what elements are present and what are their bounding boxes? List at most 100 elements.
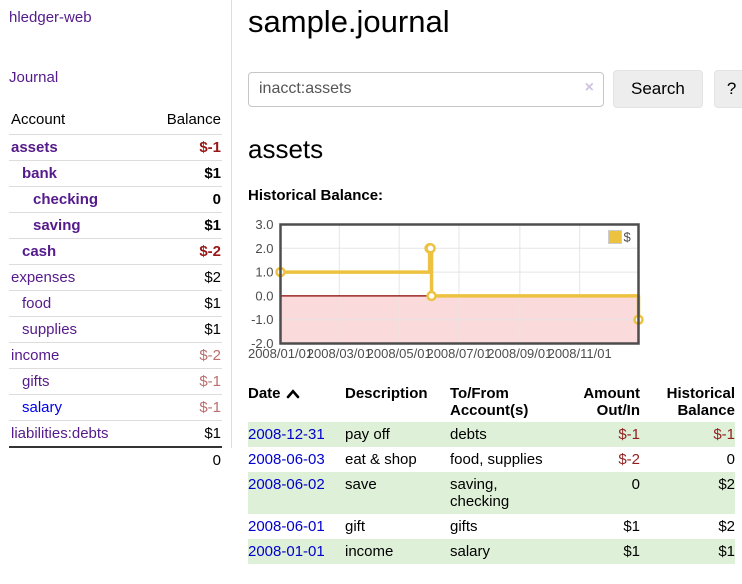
accounts-header-balance: Balance bbox=[166, 111, 221, 128]
account-row: salary $-1 bbox=[9, 394, 222, 421]
txn-date-cell: 2008-06-02 bbox=[248, 472, 345, 514]
col-date[interactable]: Date bbox=[248, 383, 345, 422]
col-date-label: Date bbox=[248, 385, 281, 402]
clear-search-icon[interactable]: × bbox=[584, 78, 594, 96]
account-row: supplies $1 bbox=[9, 316, 222, 343]
txn-date-link[interactable]: 2008-06-03 bbox=[248, 451, 325, 468]
account-cell: expenses bbox=[9, 264, 145, 291]
y-axis-tick-label: -1.0 bbox=[251, 312, 273, 327]
txn-description: eat & shop bbox=[345, 451, 417, 468]
account-cell: salary bbox=[9, 394, 145, 421]
account-link[interactable]: checking bbox=[33, 191, 99, 208]
col-amount: Amount Out/In bbox=[583, 385, 640, 419]
txn-date-link[interactable]: 2008-06-02 bbox=[248, 476, 325, 493]
transaction-row: 2008-06-03 eat & shop food, supplies $-2 0 bbox=[248, 447, 735, 472]
search-button[interactable]: Search bbox=[613, 70, 703, 108]
y-axis-tick-label: 1.0 bbox=[255, 265, 273, 280]
account-row: gifts $-1 bbox=[9, 368, 222, 395]
account-link[interactable]: assets bbox=[11, 139, 58, 156]
chart-svg: $3.0 2.0 1.0 0.0 -1.0 -2.02008/01/012008/03/0… bbox=[248, 217, 644, 361]
account-link[interactable]: gifts bbox=[22, 373, 50, 390]
account-link[interactable]: expenses bbox=[11, 269, 76, 286]
txn-amount: $1 bbox=[623, 518, 640, 535]
account-row: liabilities:debts $1 bbox=[9, 420, 222, 447]
account-link[interactable]: income bbox=[11, 347, 60, 364]
account-row: cash $-2 bbox=[9, 238, 222, 265]
txn-balance: $1 bbox=[718, 543, 735, 560]
account-balance: $1 bbox=[144, 212, 222, 239]
account-cell: income bbox=[9, 342, 145, 369]
txn-balance: 0 bbox=[726, 451, 735, 468]
account-balance: $-2 bbox=[144, 238, 222, 265]
accounts-header-row: Account Balance bbox=[9, 109, 222, 135]
app-title-link[interactable]: hledger-web bbox=[9, 9, 92, 26]
account-link[interactable]: liabilities:debts bbox=[11, 425, 109, 442]
accounts-total-value: 0 bbox=[144, 446, 222, 473]
account-link[interactable]: salary bbox=[22, 399, 63, 416]
txn-description: save bbox=[345, 476, 377, 493]
account-cell: checking bbox=[9, 186, 145, 213]
x-axis-tick-label: 2008/11/01 bbox=[548, 346, 612, 361]
historical-balance-chart[interactable]: $3.0 2.0 1.0 0.0 -1.0 -2.0 2008/01/01 2008/03/0… bbox=[248, 214, 742, 364]
txn-balance: $2 bbox=[718, 518, 735, 535]
nav-journal-link[interactable]: Journal bbox=[9, 69, 59, 86]
txn-accounts: gifts bbox=[450, 518, 478, 535]
account-cell: supplies bbox=[9, 316, 145, 343]
sort-ascending-icon bbox=[286, 389, 299, 399]
txn-amount: 0 bbox=[631, 476, 640, 493]
txn-description: pay off bbox=[345, 426, 390, 443]
page-title: sample.journal bbox=[248, 4, 450, 39]
account-link[interactable]: supplies bbox=[22, 321, 78, 338]
data-point-marker bbox=[426, 290, 437, 302]
txn-accounts: debts bbox=[450, 426, 487, 443]
search-input[interactable] bbox=[248, 71, 604, 107]
account-cell: cash bbox=[9, 238, 145, 265]
txn-amount: $1 bbox=[623, 543, 640, 560]
account-row: expenses $2 bbox=[9, 264, 222, 291]
account-balance: $-1 bbox=[144, 394, 222, 421]
search-box: × bbox=[248, 71, 604, 107]
col-accounts: To/From Account(s) bbox=[450, 385, 529, 419]
account-balance: $-1 bbox=[144, 368, 222, 395]
accounts-total-spacer bbox=[9, 446, 145, 473]
account-link[interactable]: food bbox=[22, 295, 52, 312]
col-balance: Historical Balance bbox=[666, 385, 735, 419]
account-balance: 0 bbox=[144, 186, 222, 213]
account-balance: $2 bbox=[144, 264, 222, 291]
account-link[interactable]: saving bbox=[33, 217, 81, 234]
account-balance: $1 bbox=[144, 420, 222, 447]
account-row: bank $1 bbox=[9, 160, 222, 187]
txn-description: income bbox=[345, 543, 394, 560]
transaction-row: 2008-01-01 income salary $1 $1 bbox=[248, 539, 735, 564]
account-balance: $1 bbox=[144, 160, 222, 187]
x-axis-tick-label: 2008/09/01 bbox=[487, 346, 552, 361]
search-form: × Search ? bbox=[248, 70, 742, 108]
transaction-row: 2008-06-02 save saving, checking 0 $2 bbox=[248, 472, 735, 514]
help-button[interactable]: ? bbox=[713, 70, 742, 108]
txn-date-link[interactable]: 2008-06-01 bbox=[248, 518, 325, 535]
account-balance: $-2 bbox=[144, 342, 222, 369]
x-axis-tick-label: 2008/05/01 bbox=[367, 346, 432, 361]
txn-amount: $-1 bbox=[618, 426, 640, 443]
account-balance: $-1 bbox=[144, 134, 222, 161]
account-link[interactable]: cash bbox=[22, 243, 57, 260]
account-row: income $-2 bbox=[9, 342, 222, 369]
account-link[interactable]: bank bbox=[22, 165, 58, 182]
txn-date-link[interactable]: 2008-01-01 bbox=[248, 543, 325, 560]
account-cell: assets bbox=[9, 134, 145, 161]
x-axis-tick-label: 2008/03/01 bbox=[307, 346, 372, 361]
txn-accounts: food, supplies bbox=[450, 451, 543, 468]
account-row: assets $-1 bbox=[9, 134, 222, 161]
x-axis-tick-label: 2008/07/01 bbox=[426, 346, 491, 361]
y-axis-tick-label: 2.0 bbox=[255, 241, 273, 256]
txn-date-link[interactable]: 2008-12-31 bbox=[248, 426, 325, 443]
y-axis-tick-label: 3.0 bbox=[255, 217, 273, 232]
txn-accounts: saving, checking bbox=[450, 476, 510, 510]
txn-amount: $-2 bbox=[618, 451, 640, 468]
chart-title: Historical Balance: bbox=[248, 187, 384, 204]
accounts-table: Account Balance assets $-1 bank $1 checking 0… bbox=[9, 109, 222, 473]
account-cell: saving bbox=[9, 212, 145, 239]
txn-accounts: salary bbox=[450, 543, 491, 560]
account-row: food $1 bbox=[9, 290, 222, 317]
